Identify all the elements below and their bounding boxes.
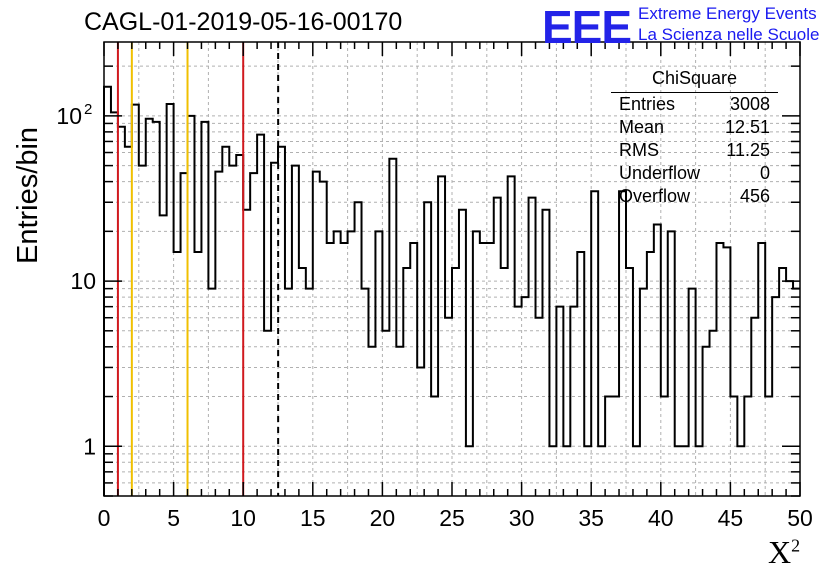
- stats-row-label: Entries: [619, 94, 676, 114]
- stats-row-label: Mean: [619, 117, 665, 137]
- y-axis-label-text: Entries/bin: [12, 126, 44, 264]
- x-tick-label: 15: [300, 505, 326, 531]
- x-tick-label: 40: [648, 505, 674, 531]
- stats-row-value: 11.25: [726, 140, 770, 160]
- stats-row-value: 0: [759, 163, 770, 183]
- y-tick-label-exponent: 2: [84, 101, 92, 118]
- x-tick-label: 25: [439, 505, 465, 531]
- stats-row-value: 3008: [729, 94, 770, 114]
- stats-row-value: 12.51: [724, 117, 770, 137]
- x-tick-label: 45: [718, 505, 744, 531]
- stats-box: ChiSquare Entries 3008 Mean 12.51 RMS 11.25 Un…: [611, 68, 778, 208]
- x-tick-label: 35: [578, 505, 604, 531]
- stats-rows: Entries 3008 Mean 12.51 RMS 11.25 Underflow 0 Ov…: [611, 93, 778, 208]
- y-tick-label: 10: [56, 103, 82, 129]
- stats-row: Underflow 0: [611, 162, 778, 185]
- stats-row: Overflow 456: [611, 185, 778, 208]
- y-tick-label: 10: [70, 268, 96, 294]
- stats-row-label: RMS: [619, 140, 659, 160]
- x-axis-label: X2: [768, 534, 800, 571]
- stats-row-label: Underflow: [619, 163, 701, 183]
- logo-line1: Extreme Energy Events: [638, 4, 817, 23]
- x-tick-label: 10: [230, 505, 256, 531]
- x-tick-label: 5: [167, 505, 180, 531]
- stats-row: RMS 11.25: [611, 139, 778, 162]
- logo-line2: La Scienza nelle Scuole: [638, 25, 820, 44]
- stats-title: ChiSquare: [611, 68, 778, 93]
- chart-title: CAGL-01-2019-05-16-00170: [84, 8, 403, 36]
- x-axis-label-sup: 2: [791, 535, 801, 556]
- x-tick-label: 30: [509, 505, 535, 531]
- x-tick-label: 0: [98, 505, 111, 531]
- x-tick-label: 50: [787, 505, 813, 531]
- x-axis-label-text: X: [768, 534, 792, 570]
- stats-row: Mean 12.51: [611, 116, 778, 139]
- y-tick-label: 1: [83, 433, 96, 459]
- eee-logo: EEE: [542, 1, 632, 53]
- histogram-series: [103, 85, 800, 496]
- stats-row: Entries 3008: [611, 93, 778, 116]
- stats-row-value: 456: [739, 186, 770, 206]
- stats-row-label: Overflow: [619, 186, 691, 206]
- x-tick-label: 20: [370, 505, 396, 531]
